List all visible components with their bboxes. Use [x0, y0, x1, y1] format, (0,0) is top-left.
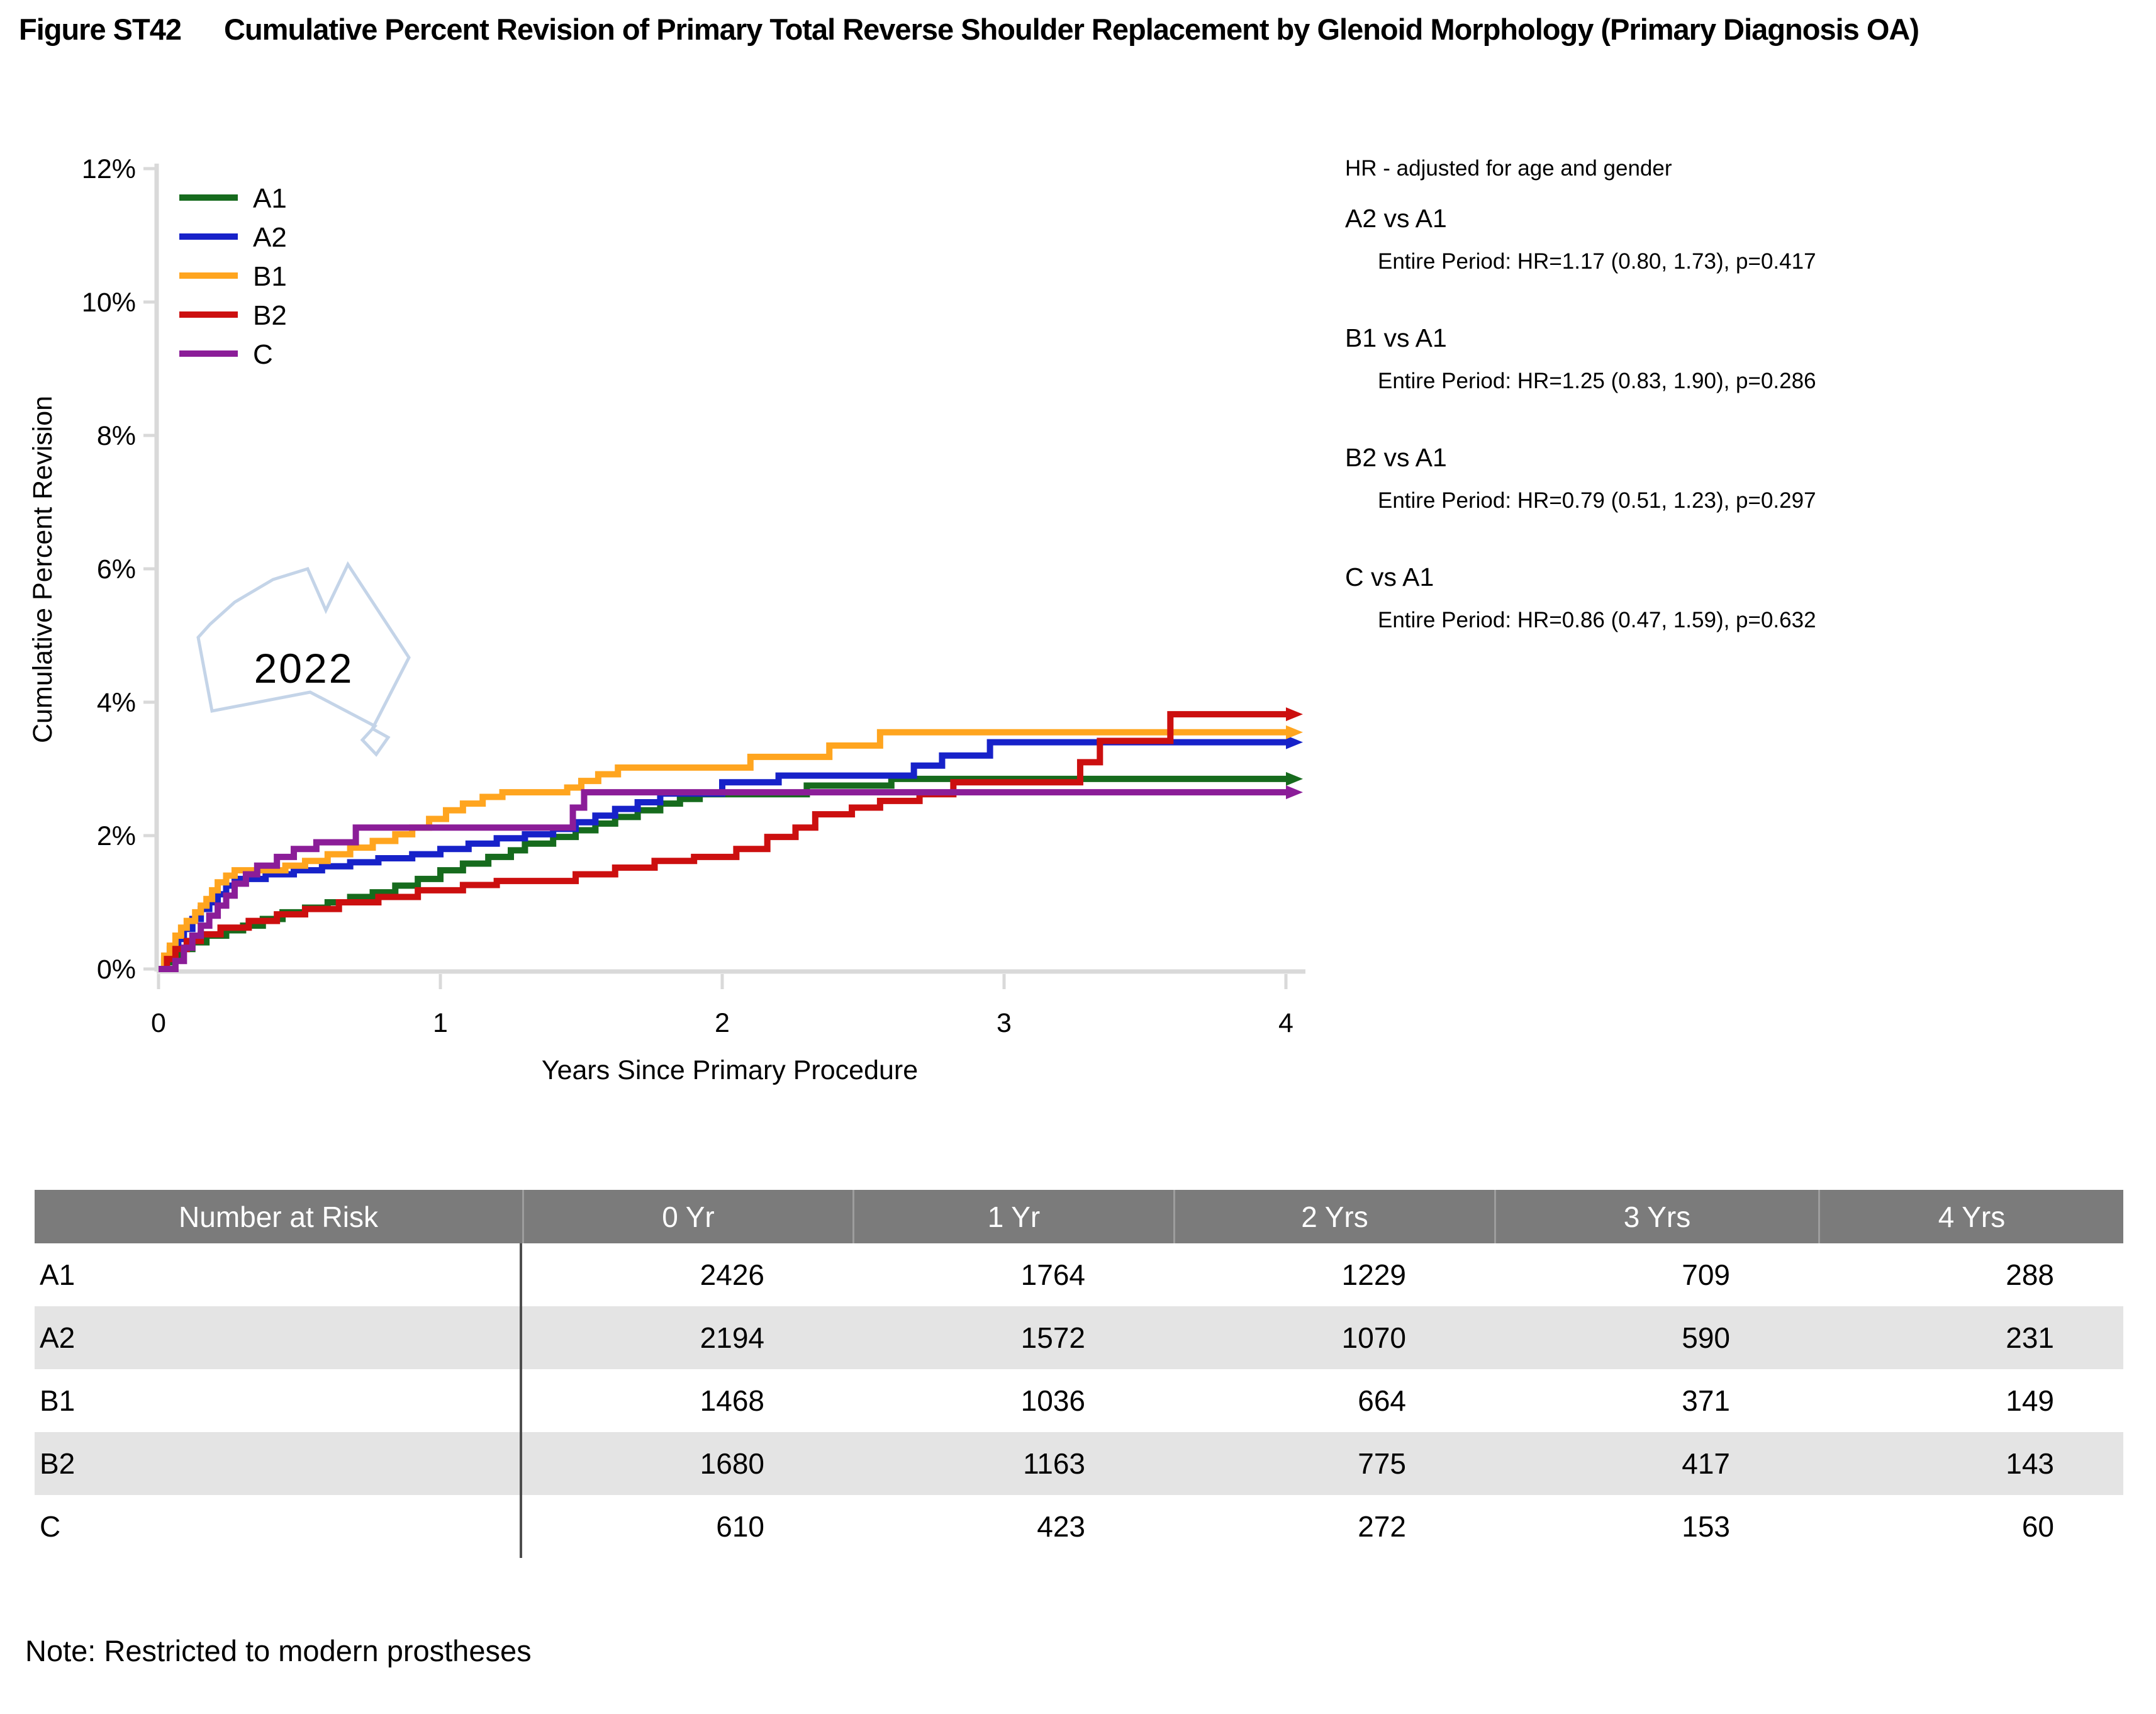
risk-table-header-cell: Number at Risk — [179, 1200, 378, 1233]
curve-B2 — [159, 711, 1286, 972]
legend-label: B1 — [253, 261, 287, 292]
risk-value-cell: 231 — [2006, 1321, 2054, 1354]
legend-label: B2 — [253, 300, 287, 331]
risk-value-cell: 709 — [1682, 1258, 1730, 1291]
risk-table-header-cell: 3 Yrs — [1494, 1190, 1818, 1243]
y-tick-label: 2% — [97, 821, 136, 851]
x-tick-label: 1 — [433, 1008, 448, 1038]
curve-end-arrow-icon — [1286, 785, 1303, 800]
risk-value-cell: 143 — [2006, 1447, 2054, 1480]
y-tick-label: 10% — [82, 288, 136, 318]
risk-value-cell: 1070 — [1341, 1321, 1406, 1354]
figure-number: Figure ST42 — [19, 13, 182, 46]
x-tick-label: 3 — [997, 1008, 1012, 1038]
x-tick-label: 2 — [715, 1008, 730, 1038]
hr-comparison-detail: Entire Period: HR=1.25 (0.83, 1.90), p=0… — [1378, 369, 1816, 393]
risk-row-label: C — [35, 1495, 522, 1558]
curve-end-arrow-icon — [1286, 771, 1303, 786]
figure-title: Figure ST42 Cumulative Percent Revision o… — [19, 9, 2045, 50]
risk-value-cell: 288 — [2006, 1258, 2054, 1291]
risk-table-body: A1 2426 1764 1229 709 288 A2 2194 1572 1070 590 231… — [35, 1243, 2123, 1558]
risk-value-cell: 149 — [2006, 1384, 2054, 1417]
risk-row-label: A2 — [35, 1306, 522, 1369]
risk-value-cell: 1229 — [1341, 1258, 1406, 1291]
x-axis-title: Years Since Primary Procedure — [542, 1055, 918, 1085]
hr-comparison-detail: Entire Period: HR=0.86 (0.47, 1.59), p=0… — [1378, 608, 1816, 632]
hr-comparison-detail: Entire Period: HR=0.79 (0.51, 1.23), p=0… — [1378, 488, 1816, 513]
risk-value-cell: 610 — [716, 1510, 764, 1543]
hr-panel-header: HR - adjusted for age and gender — [1345, 156, 1672, 181]
hr-comparison-label: C vs A1 — [1345, 563, 1434, 591]
hr-comparison-label: B1 vs A1 — [1345, 323, 1447, 352]
y-axis: 0% 2% 4% 6% 8% 10% 12% — [82, 154, 159, 985]
risk-value-cell: 1680 — [700, 1447, 764, 1480]
risk-value-cell: 1163 — [1023, 1447, 1085, 1480]
risk-table-header-cell: 2 Yrs — [1173, 1190, 1494, 1243]
risk-value-cell: 590 — [1682, 1321, 1730, 1354]
curve-end-arrow-icon — [1286, 707, 1303, 722]
risk-table-header-cell: 4 Yrs — [1818, 1190, 2123, 1243]
watermark-australia-outline: 2022 — [196, 561, 411, 757]
risk-value-cell: 1468 — [700, 1384, 764, 1417]
risk-row-label: B2 — [35, 1432, 522, 1495]
survival-curves — [159, 707, 1303, 972]
hr-comparison-detail: Entire Period: HR=1.17 (0.80, 1.73), p=0… — [1378, 249, 1816, 274]
hr-comparison-label: B2 vs A1 — [1345, 443, 1447, 472]
risk-value-cell: 1572 — [1020, 1321, 1085, 1354]
y-axis-title: Cumulative Percent Revision — [28, 396, 58, 743]
risk-value-cell: 2426 — [700, 1258, 764, 1291]
watermark-year: 2022 — [254, 645, 354, 692]
risk-row-label: B1 — [35, 1369, 522, 1432]
risk-value-cell: 1764 — [1020, 1258, 1085, 1291]
x-tick-label: 0 — [151, 1008, 166, 1038]
risk-table-row: B2 1680 1163 775 417 143 — [35, 1432, 2123, 1495]
chart-legend: A1 A2 B1 B2 C — [179, 183, 287, 370]
y-tick-label: 8% — [97, 421, 136, 451]
risk-table-row: B1 1468 1036 664 371 149 — [35, 1369, 2123, 1432]
risk-value-cell: 60 — [2021, 1510, 2054, 1543]
y-tick-label: 6% — [97, 554, 136, 585]
risk-value-cell: 775 — [1358, 1447, 1406, 1480]
curve-A1 — [159, 775, 1286, 972]
risk-table-header-cell: 1 Yr — [852, 1190, 1173, 1243]
number-at-risk-table: Number at Risk 0 Yr 1 Yr 2 Yrs 3 Yrs 4 Y… — [35, 1190, 2123, 1558]
curve-C — [159, 789, 1286, 972]
y-tick-label: 12% — [82, 154, 136, 184]
figure-note: Note: Restricted to modern prostheses — [25, 1634, 532, 1667]
curve-end-arrow-icon — [1286, 735, 1303, 749]
risk-table-row: C 610 423 272 153 60 — [35, 1495, 2123, 1558]
risk-value-cell: 272 — [1358, 1510, 1406, 1543]
risk-table-header-cell: 0 Yr — [522, 1190, 852, 1243]
curve-end-arrow-icon — [1286, 725, 1303, 739]
risk-value-cell: 2194 — [700, 1321, 764, 1354]
risk-value-cell: 664 — [1358, 1384, 1406, 1417]
legend-label: A1 — [253, 183, 287, 214]
risk-table-row: A2 2194 1572 1070 590 231 — [35, 1306, 2123, 1369]
revision-chart: 2022 0% 2% 4% 6% 8% 10% 12% 0 1 2 3 4 Years Since … — [28, 154, 1305, 1085]
legend-label: A2 — [253, 222, 287, 253]
hr-comparison-label: A2 vs A1 — [1345, 204, 1447, 233]
risk-row-label: A1 — [35, 1243, 522, 1306]
risk-value-cell: 371 — [1682, 1384, 1730, 1417]
x-tick-label: 4 — [1278, 1008, 1293, 1038]
risk-table-row: A1 2426 1764 1229 709 288 — [35, 1243, 2123, 1306]
x-axis: 0 1 2 3 4 — [151, 969, 1305, 1038]
risk-value-cell: 153 — [1682, 1510, 1730, 1543]
figure-title-text: Cumulative Percent Revision of Primary T… — [224, 13, 1919, 46]
y-tick-label: 4% — [97, 688, 136, 718]
risk-table-header-row: Number at Risk 0 Yr 1 Yr 2 Yrs 3 Yrs 4 Y… — [35, 1190, 2123, 1243]
risk-value-cell: 417 — [1682, 1447, 1730, 1480]
legend-label: C — [253, 339, 273, 370]
curve-B1 — [159, 729, 1286, 972]
risk-value-cell: 423 — [1037, 1510, 1085, 1543]
risk-value-cell: 1036 — [1020, 1384, 1085, 1417]
y-tick-label: 0% — [97, 955, 136, 985]
